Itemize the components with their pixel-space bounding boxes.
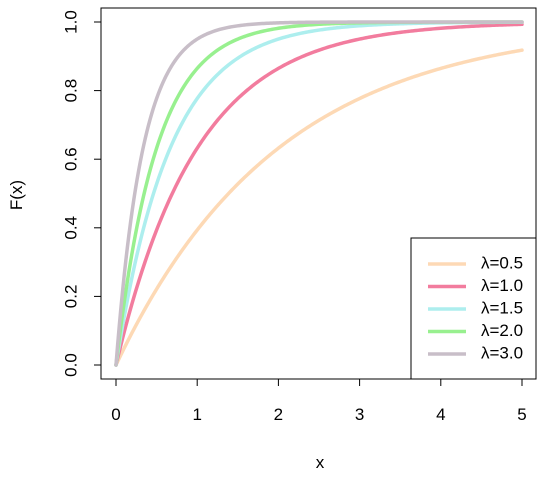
y-axis-title: F(x) bbox=[7, 180, 26, 210]
legend-label: λ=1.5 bbox=[481, 298, 523, 317]
x-axis-title: x bbox=[316, 453, 325, 472]
x-axis: 0 1 2 3 4 5 bbox=[111, 378, 527, 424]
x-tick-label: 5 bbox=[517, 405, 526, 424]
series-curves bbox=[114, 20, 524, 367]
y-tick-label: 0.8 bbox=[61, 79, 80, 103]
x-tick-label: 1 bbox=[192, 405, 201, 424]
x-tick-label: 2 bbox=[274, 405, 283, 424]
y-tick-label: 1.0 bbox=[61, 10, 80, 34]
legend-label: λ=0.5 bbox=[481, 253, 523, 272]
y-tick-label: 0.6 bbox=[61, 147, 80, 171]
series-line-1 bbox=[114, 48, 524, 367]
series-line-2 bbox=[114, 22, 524, 367]
x-tick-label: 0 bbox=[111, 405, 120, 424]
legend: λ=0.5 λ=1.0 λ=1.5 λ=2.0 λ=3.0 bbox=[410, 237, 537, 380]
y-axis: 0.0 0.2 0.4 0.6 0.8 1.0 bbox=[61, 10, 102, 377]
legend-label: λ=2.0 bbox=[481, 321, 523, 340]
legend-label: λ=3.0 bbox=[481, 343, 523, 362]
y-tick-label: 0.0 bbox=[61, 353, 80, 377]
legend-label: λ=1.0 bbox=[481, 276, 523, 295]
x-tick-label: 3 bbox=[355, 405, 364, 424]
series-line-5 bbox=[114, 20, 524, 367]
x-tick-label: 4 bbox=[436, 405, 445, 424]
y-tick-label: 0.4 bbox=[61, 216, 80, 240]
y-tick-label: 0.2 bbox=[61, 285, 80, 309]
